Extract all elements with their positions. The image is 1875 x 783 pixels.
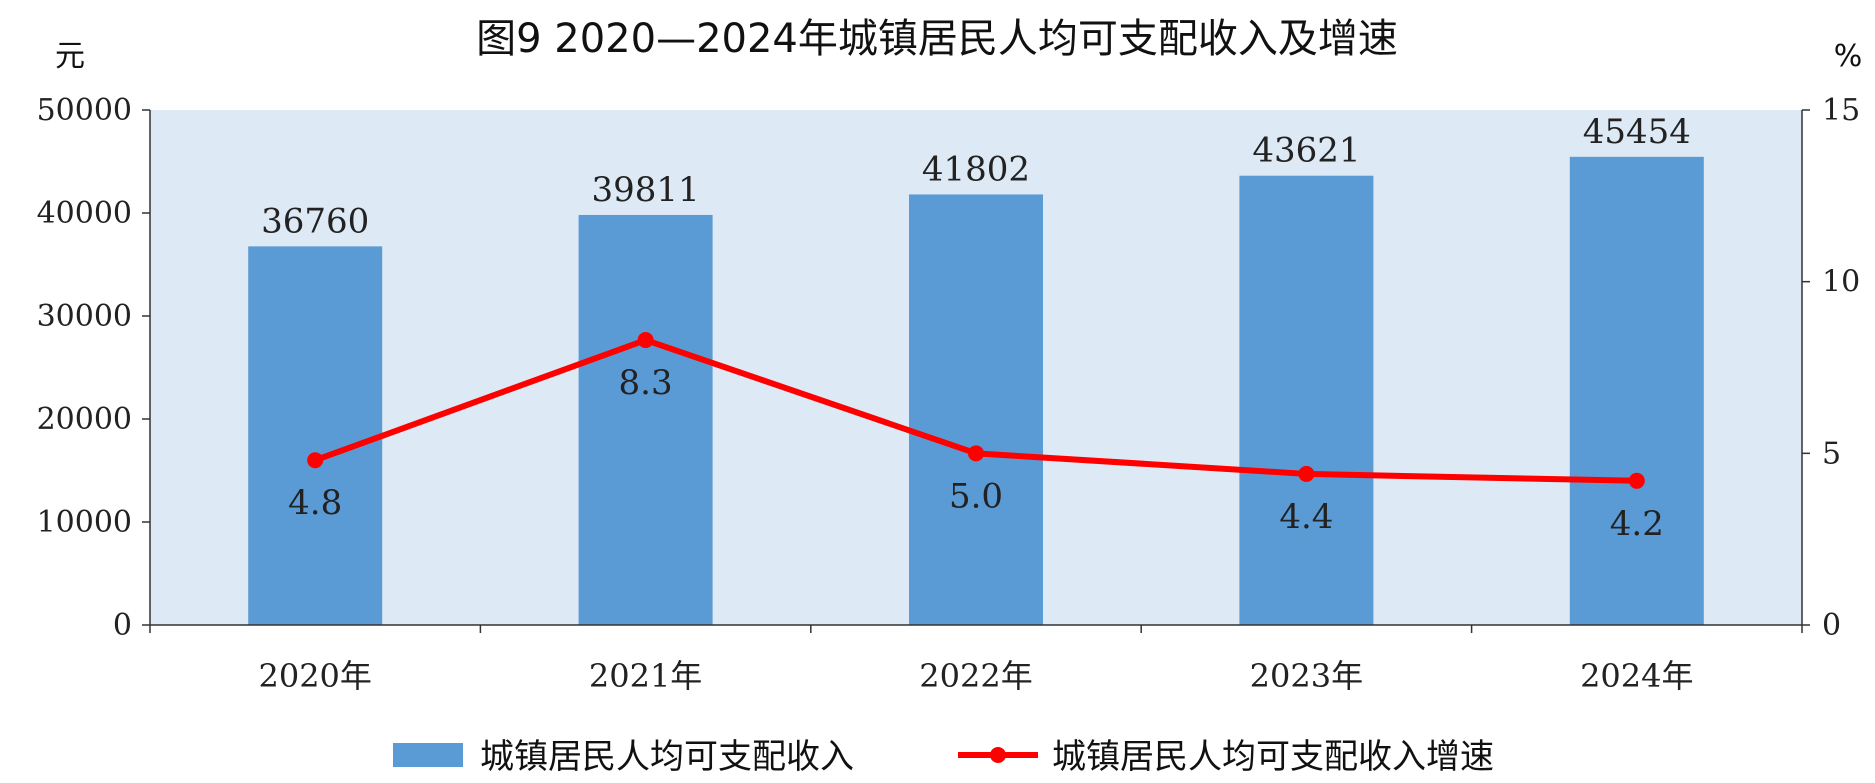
growth-value-label: 5.0 bbox=[949, 476, 1003, 516]
right-tick-label: 10 bbox=[1822, 265, 1860, 300]
bar-2022年 bbox=[909, 194, 1043, 626]
bar-value-label: 39811 bbox=[592, 170, 700, 210]
x-tick-label: 2024年 bbox=[1580, 657, 1693, 695]
left-tick-label: 40000 bbox=[37, 196, 132, 231]
left-tick-label: 20000 bbox=[37, 402, 132, 437]
bar-value-label: 43621 bbox=[1252, 131, 1360, 171]
right-tick-label: 0 bbox=[1822, 608, 1841, 643]
growth-value-label: 4.2 bbox=[1610, 504, 1664, 544]
x-tick-label: 2022年 bbox=[919, 657, 1032, 695]
growth-point-2020年 bbox=[307, 452, 324, 469]
x-tick-label: 2020年 bbox=[258, 657, 371, 695]
growth-point-2022年 bbox=[968, 445, 984, 462]
growth-value-label: 4.4 bbox=[1279, 497, 1333, 537]
left-axis-unit: 元 bbox=[55, 39, 85, 74]
chart-title: 图9 2020—2024年城镇居民人均可支配收入及增速 bbox=[476, 16, 1398, 62]
bars-layer bbox=[248, 156, 1704, 626]
bar-value-label: 45454 bbox=[1583, 112, 1691, 152]
legend-line-marker bbox=[990, 747, 1006, 763]
growth-value-label: 4.8 bbox=[288, 483, 342, 523]
x-tick-label: 2023年 bbox=[1250, 657, 1363, 695]
growth-point-2021年 bbox=[637, 332, 654, 349]
bar-value-label: 36760 bbox=[261, 201, 369, 241]
bar-2024年 bbox=[1569, 156, 1704, 626]
bar-value-label: 41802 bbox=[922, 149, 1030, 189]
right-tick-label: 5 bbox=[1822, 436, 1841, 471]
bar-2021年 bbox=[578, 214, 713, 625]
growth-line-layer bbox=[307, 332, 1645, 489]
left-tick-label: 50000 bbox=[37, 93, 132, 128]
legend-bar-label: 城镇居民人均可支配收入 bbox=[480, 737, 854, 777]
legend-bar-swatch bbox=[393, 743, 463, 767]
left-tick-label: 10000 bbox=[37, 505, 132, 540]
growth-point-2024年 bbox=[1628, 472, 1645, 489]
x-tick-label: 2021年 bbox=[589, 657, 702, 695]
growth-value-label: 8.3 bbox=[619, 363, 673, 403]
growth-point-2023年 bbox=[1298, 465, 1315, 482]
left-tick-label: 30000 bbox=[37, 299, 132, 334]
legend-line-label: 城镇居民人均可支配收入增速 bbox=[1052, 737, 1494, 777]
labels-layer: 36760 39811 41802 43621 45454 4.8 8.3 5.0 4.4 4.2 bbox=[261, 112, 1691, 544]
bar-2020年 bbox=[248, 246, 383, 625]
axes-layer: 0 10000 20000 30000 40000 50000 0 5 10 15 2020年 202… bbox=[37, 93, 1861, 695]
left-tick-label: 0 bbox=[113, 608, 132, 643]
right-axis-unit: % bbox=[1834, 39, 1863, 74]
legend: 城镇居民人均可支配收入 城镇居民人均可支配收入增速 bbox=[393, 737, 1494, 777]
right-tick-label: 15 bbox=[1822, 93, 1860, 128]
bar-2023年 bbox=[1239, 175, 1374, 625]
